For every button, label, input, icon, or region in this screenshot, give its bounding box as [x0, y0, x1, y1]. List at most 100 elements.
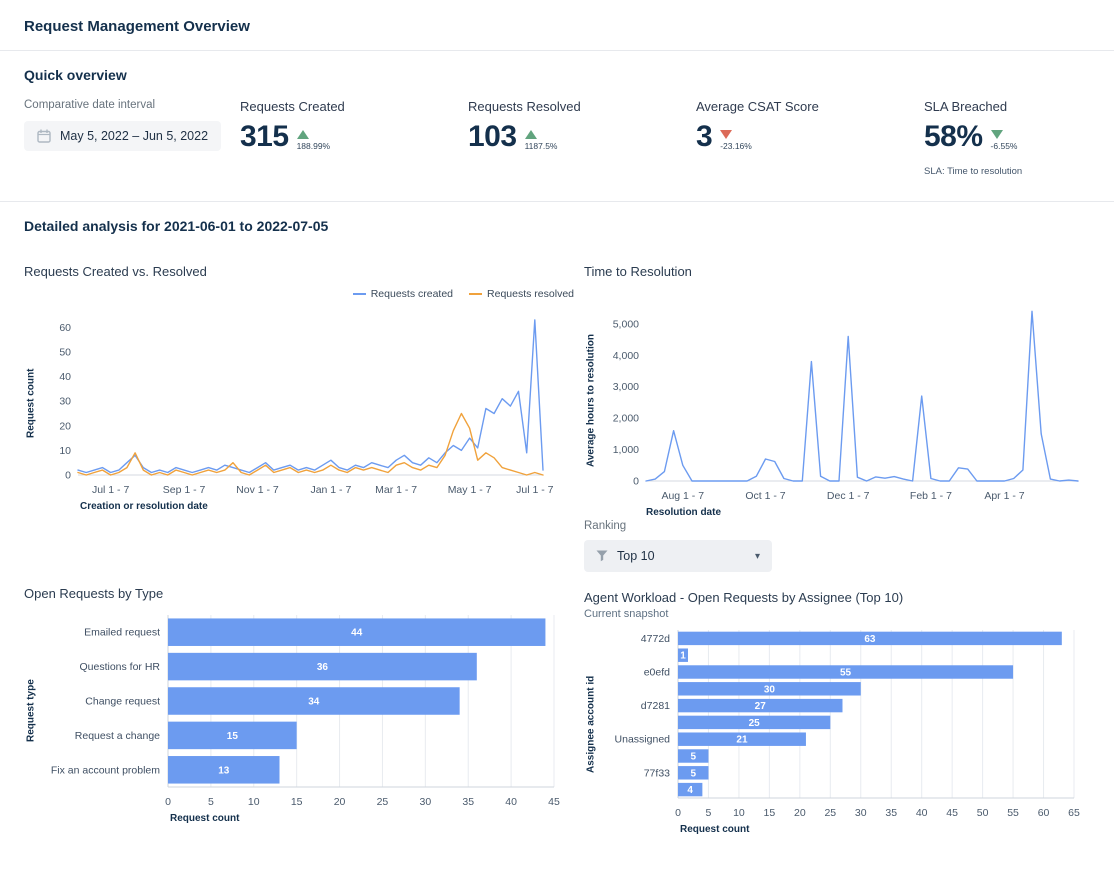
svg-text:10: 10	[733, 807, 745, 819]
svg-text:60: 60	[59, 322, 71, 334]
y-axis-title: Request count	[25, 368, 37, 438]
svg-text:5: 5	[208, 796, 214, 808]
trend-down-icon	[990, 130, 1003, 139]
trend-down-icon	[720, 130, 733, 139]
svg-text:Mar 1 - 7: Mar 1 - 7	[375, 484, 417, 496]
svg-text:Sep 1 - 7: Sep 1 - 7	[163, 484, 206, 496]
kpi-delta-percent: -6.55%	[990, 141, 1018, 151]
kpi-delta-percent: 188.99%	[296, 141, 331, 151]
svg-text:0: 0	[675, 807, 681, 819]
svg-text:40: 40	[505, 796, 517, 808]
svg-text:21: 21	[736, 735, 748, 746]
svg-text:55: 55	[1007, 807, 1019, 819]
svg-text:4772d: 4772d	[641, 633, 670, 645]
filter-icon	[596, 550, 608, 562]
kpi-value: 103	[468, 120, 517, 153]
date-interval-picker[interactable]: May 5, 2022 – Jun 5, 2022	[24, 121, 222, 151]
detailed-analysis-section: Detailed analysis for 2021-06-01 to 2022…	[0, 202, 1114, 835]
svg-text:13: 13	[218, 765, 230, 776]
svg-text:30: 30	[764, 684, 776, 695]
calendar-icon	[37, 129, 51, 143]
svg-text:1: 1	[680, 651, 686, 662]
x-axis-title: Request count	[170, 813, 240, 824]
svg-text:Fix an account problem: Fix an account problem	[51, 764, 160, 776]
svg-text:50: 50	[977, 807, 989, 819]
ranking-dropdown[interactable]: Top 10 ▾	[584, 540, 772, 572]
open-requests-by-type-chart: Open Requests by Type Request type 44 Ema…	[24, 586, 584, 824]
svg-text:15: 15	[764, 807, 776, 819]
svg-text:3,000: 3,000	[613, 381, 639, 393]
svg-text:20: 20	[794, 807, 806, 819]
kpi-row: Comparative date interval May 5, 2022 – …	[24, 99, 1090, 177]
charts-column-right: Time to Resolution Average hours to reso…	[584, 264, 1090, 835]
svg-text:May 1 - 7: May 1 - 7	[448, 484, 492, 496]
line-chart-canvas: 0 1,000 2,000 3,000 4,000 5,000 Aug 1 - 7 Oct 1…	[613, 310, 1079, 502]
trend-up-icon	[296, 130, 309, 139]
kpi-requests-created: Requests Created 315 188.99%	[240, 99, 468, 152]
legend-item-requests-created: Requests created	[352, 287, 453, 301]
y-axis-title: Request type	[25, 679, 37, 743]
svg-text:0: 0	[165, 796, 171, 808]
svg-text:30: 30	[855, 807, 867, 819]
svg-text:Jul 1 - 7: Jul 1 - 7	[516, 484, 553, 496]
svg-text:Oct 1 - 7: Oct 1 - 7	[745, 490, 785, 502]
svg-text:20: 20	[334, 796, 346, 808]
svg-text:36: 36	[317, 662, 329, 673]
svg-text:Jan 1 - 7: Jan 1 - 7	[310, 484, 351, 496]
kpi-delta: -6.55%	[990, 130, 1018, 152]
svg-text:30: 30	[59, 396, 71, 408]
svg-text:65: 65	[1068, 807, 1080, 819]
chart-subtitle: Current snapshot	[584, 608, 669, 620]
kpi-delta: 188.99%	[296, 130, 331, 152]
sla-footnote: SLA: Time to resolution	[924, 166, 1023, 177]
svg-text:Aug 1 - 7: Aug 1 - 7	[661, 490, 704, 502]
kpi-label: Requests Created	[240, 99, 345, 114]
bar-chart-canvas: 44 Emailed request 36 Questions for HR 34 Cha…	[51, 615, 560, 808]
svg-text:15: 15	[291, 796, 303, 808]
svg-text:40: 40	[59, 371, 71, 383]
svg-text:30: 30	[419, 796, 431, 808]
chart-title: Agent Workload - Open Requests by Assign…	[584, 590, 904, 605]
chart-title: Open Requests by Type	[24, 586, 164, 601]
svg-text:27: 27	[755, 701, 767, 712]
comparative-date-interval: Comparative date interval May 5, 2022 – …	[24, 99, 240, 151]
svg-text:4: 4	[687, 785, 693, 796]
kpi-delta-percent: 1187.5%	[524, 141, 558, 151]
svg-text:Questions for HR: Questions for HR	[79, 661, 160, 673]
svg-text:35: 35	[462, 796, 474, 808]
svg-text:45: 45	[548, 796, 560, 808]
svg-text:4,000: 4,000	[613, 350, 639, 362]
kpi-value: 315	[240, 120, 289, 153]
svg-text:44: 44	[351, 628, 363, 639]
svg-text:55: 55	[840, 668, 852, 679]
svg-text:77f33: 77f33	[644, 767, 670, 779]
chart-legend: Requests created Requests resolved	[24, 279, 584, 303]
date-interval-value: May 5, 2022 – Jun 5, 2022	[60, 129, 209, 143]
svg-text:5,000: 5,000	[613, 318, 639, 330]
svg-text:Emailed request: Emailed request	[84, 627, 160, 639]
svg-text:5: 5	[690, 768, 696, 779]
svg-text:0: 0	[65, 470, 71, 482]
svg-text:Jul 1 - 7: Jul 1 - 7	[92, 484, 130, 496]
kpi-average-csat: Average CSAT Score 3 -23.16%	[696, 99, 924, 152]
x-axis-title: Resolution date	[646, 507, 722, 518]
svg-text:5: 5	[690, 752, 696, 763]
svg-text:20: 20	[59, 420, 71, 432]
ranking-label: Ranking	[584, 520, 627, 532]
x-axis-title: Creation or resolution date	[80, 501, 208, 512]
page-header: Request Management Overview	[0, 0, 1114, 51]
svg-text:15: 15	[227, 731, 239, 742]
legend-line-marker	[469, 293, 483, 295]
trend-up-icon	[524, 130, 537, 139]
kpi-label: Average CSAT Score	[696, 99, 819, 114]
ranking-selected-value: Top 10	[617, 549, 655, 563]
svg-text:1,000: 1,000	[613, 444, 639, 456]
line-chart-canvas: 0 10 20 30 40 50 60 Jul 1 - 7 Sep 1 - 7 Nov 1 - 7…	[59, 319, 553, 496]
svg-text:60: 60	[1038, 807, 1050, 819]
svg-text:10: 10	[59, 445, 71, 457]
svg-text:Unassigned: Unassigned	[615, 734, 671, 746]
svg-text:63: 63	[864, 634, 876, 645]
kpi-value: 3	[696, 120, 713, 153]
svg-text:d7281: d7281	[641, 700, 670, 712]
time-to-resolution-chart: Time to Resolution Average hours to reso…	[584, 264, 1090, 518]
